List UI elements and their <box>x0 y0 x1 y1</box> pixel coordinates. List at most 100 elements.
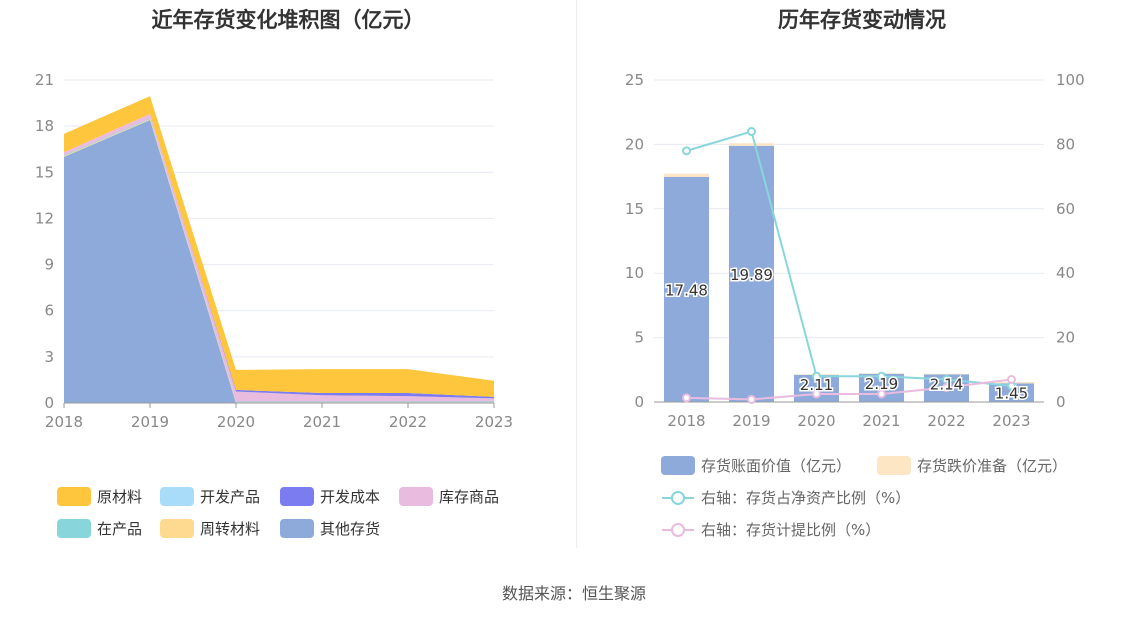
legend-item[interactable]: 存货跌价准备（亿元） <box>877 455 1067 476</box>
bar-book-value <box>664 176 709 402</box>
data-source-note: 数据来源：恒生聚源 <box>501 584 646 603</box>
bar-data-label: 2.19 <box>865 375 898 393</box>
bar-impairment-reserve <box>664 173 709 177</box>
x-tick-label: 2023 <box>475 413 513 431</box>
line-ratio-net-assets <box>686 130 1012 387</box>
legend-line-marker <box>671 522 685 537</box>
area-在产品 <box>64 118 494 403</box>
legend-label: 在产品 <box>97 520 143 538</box>
bar-impairment-reserve <box>924 373 969 375</box>
y-tick-label: 18 <box>35 117 54 135</box>
bar-data-label: 19.89 <box>730 266 773 284</box>
line-point <box>877 389 886 399</box>
line-point <box>1007 374 1016 384</box>
legend-item[interactable]: 右轴：存货计提比例（%） <box>661 519 880 540</box>
line-point <box>747 127 756 137</box>
legend-label: 右轴：存货占净资产比例（%） <box>701 489 911 507</box>
legend-swatch <box>280 519 314 538</box>
chart-divider <box>576 0 577 548</box>
bar-data-label: 1.45 <box>995 384 1028 402</box>
y-tick-label: 12 <box>35 209 54 227</box>
x-tick-label: 2020 <box>217 413 255 431</box>
line-point <box>812 371 821 381</box>
y-tick-label: 9 <box>44 256 54 274</box>
y-right-tick-label: 60 <box>1056 200 1075 218</box>
legend-swatch <box>160 487 194 506</box>
bar-data-label: 17.48 <box>665 281 708 299</box>
legend-label: 存货跌价准备（亿元） <box>917 457 1068 475</box>
legend-label: 存货账面价值（亿元） <box>701 457 852 475</box>
x-tick-label: 2018 <box>667 412 705 430</box>
y-right-tick-label: 100 <box>1056 71 1085 89</box>
legend-item[interactable]: 开发成本 <box>280 486 380 507</box>
stacked-area-chart: 0 3 6 9 12 15 18 21 2018 2019 2020 2021 2022 2023 <box>35 71 513 431</box>
legend-line-icon <box>662 522 694 537</box>
area-原材料 <box>64 96 494 397</box>
legend-swatch <box>57 519 91 538</box>
x-tick-label: 2022 <box>389 413 427 431</box>
x-tick-label: 2023 <box>992 412 1030 430</box>
legend-label: 开发成本 <box>320 488 381 506</box>
y-left-tick-label: 5 <box>634 329 644 347</box>
line-point <box>682 393 691 403</box>
y-right-tick-label: 0 <box>1056 393 1066 411</box>
legend-item[interactable]: 库存商品 <box>399 486 499 507</box>
legend-label: 其他存货 <box>320 520 381 538</box>
y-left-tick-label: 15 <box>625 200 644 218</box>
legend-item[interactable]: 右轴：存货占净资产比例（%） <box>661 487 910 508</box>
legend-line-icon <box>662 490 694 505</box>
legend-swatch <box>877 456 911 475</box>
area-其他存货 <box>64 119 494 403</box>
line-point <box>942 383 951 393</box>
x-tick-label: 2021 <box>303 413 341 431</box>
line-point <box>747 394 756 404</box>
legend-label: 开发产品 <box>200 488 261 506</box>
legend-item[interactable]: 存货账面价值（亿元） <box>661 455 851 476</box>
legend-line-marker <box>671 490 685 505</box>
legend-item[interactable]: 其他存货 <box>280 518 380 539</box>
line-provision-ratio <box>686 378 1012 401</box>
legend-label: 库存商品 <box>439 488 500 506</box>
area-库存商品 <box>64 113 494 402</box>
y-tick-label: 3 <box>44 348 54 366</box>
legend-item[interactable]: 开发产品 <box>160 486 260 507</box>
y-right-tick-label: 20 <box>1056 329 1075 347</box>
legend-swatch <box>57 487 91 506</box>
legend-swatch <box>661 456 695 475</box>
legend-swatch <box>399 487 433 506</box>
x-tick-label: 2019 <box>131 413 169 431</box>
line-point <box>682 146 691 156</box>
x-tick-label: 2022 <box>927 412 965 430</box>
line-point <box>877 371 886 381</box>
legend-item[interactable]: 周转材料 <box>160 518 260 539</box>
legend-item[interactable]: 在产品 <box>57 518 142 539</box>
legend-swatch <box>280 487 314 506</box>
legend-swatch <box>160 519 194 538</box>
x-tick-label: 2020 <box>797 412 835 430</box>
y-left-tick-label: 25 <box>625 71 644 89</box>
y-right-tick-label: 40 <box>1056 264 1075 282</box>
bar-line-chart-title: 历年存货变动情况 <box>778 8 946 32</box>
bar-data-label: 2.11 <box>800 376 833 394</box>
line-point <box>942 374 951 384</box>
x-tick-label: 2021 <box>862 412 900 430</box>
y-left-tick-label: 20 <box>625 135 644 153</box>
bar-book-value <box>989 383 1034 402</box>
x-tick-label: 2019 <box>732 412 770 430</box>
bar-impairment-reserve <box>729 143 774 146</box>
bar-data-label: 2.14 <box>930 375 963 393</box>
legend-label: 原材料 <box>97 488 143 506</box>
legend-item[interactable]: 原材料 <box>57 486 142 507</box>
legend-label: 周转材料 <box>200 520 261 538</box>
bar-line-chart: 0 5 10 15 20 25 0 20 40 60 80 100 2018 2019 2020 2021 20… <box>625 71 1085 430</box>
y-right-tick-label: 80 <box>1056 135 1075 153</box>
area-周转材料 <box>64 119 494 403</box>
y-tick-label: 15 <box>35 163 54 181</box>
legend-label: 右轴：存货计提比例（%） <box>701 521 881 539</box>
y-left-tick-label: 0 <box>634 393 644 411</box>
y-left-tick-label: 10 <box>625 264 644 282</box>
line-point <box>812 389 821 399</box>
x-tick-label: 2018 <box>45 413 83 431</box>
stacked-area-chart-title: 近年存货变化堆积图（亿元） <box>151 8 425 32</box>
y-tick-label: 21 <box>35 71 54 89</box>
